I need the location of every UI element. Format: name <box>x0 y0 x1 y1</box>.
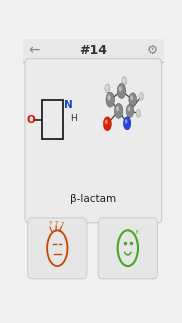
Circle shape <box>140 94 141 97</box>
Circle shape <box>128 107 130 111</box>
Circle shape <box>123 117 131 130</box>
Circle shape <box>139 92 143 100</box>
Circle shape <box>119 86 122 92</box>
Circle shape <box>122 77 127 86</box>
Text: ?: ? <box>48 221 52 226</box>
Circle shape <box>108 95 110 100</box>
Circle shape <box>105 120 108 124</box>
FancyBboxPatch shape <box>98 218 157 279</box>
Circle shape <box>126 104 134 118</box>
Text: !!: !! <box>134 230 139 235</box>
FancyBboxPatch shape <box>25 59 162 223</box>
Circle shape <box>103 117 111 131</box>
Circle shape <box>106 86 108 89</box>
Circle shape <box>106 92 114 107</box>
FancyBboxPatch shape <box>23 39 164 62</box>
Text: ?: ? <box>55 221 58 226</box>
Circle shape <box>123 78 124 81</box>
Text: ?: ? <box>61 222 64 227</box>
Circle shape <box>116 106 119 111</box>
Circle shape <box>130 95 133 100</box>
Circle shape <box>117 84 126 99</box>
Text: H: H <box>70 114 77 123</box>
Text: ←: ← <box>28 44 40 57</box>
Circle shape <box>114 103 123 118</box>
Text: #14: #14 <box>79 44 107 57</box>
Circle shape <box>125 119 127 124</box>
Circle shape <box>136 109 141 117</box>
Text: ⚙: ⚙ <box>147 44 158 57</box>
Text: β-lactam: β-lactam <box>70 194 116 204</box>
FancyBboxPatch shape <box>28 218 87 279</box>
Circle shape <box>137 111 139 114</box>
Circle shape <box>105 84 110 93</box>
Circle shape <box>129 93 137 107</box>
Text: O: O <box>27 115 36 125</box>
Text: N: N <box>64 100 72 110</box>
